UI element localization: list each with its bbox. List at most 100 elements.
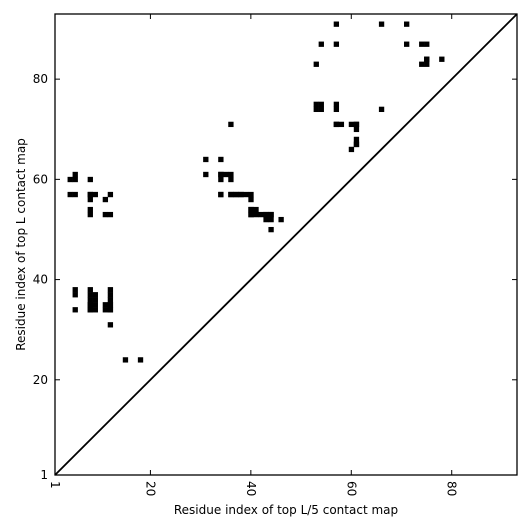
contact-cell — [87, 191, 93, 198]
contact-cell — [203, 171, 209, 178]
y-tick-label: 40 — [33, 273, 48, 287]
contact-cell — [313, 101, 319, 108]
contact-cell — [419, 41, 425, 47]
diagonal-line — [54, 13, 518, 476]
contact-cell — [419, 61, 425, 67]
contact-cell — [87, 307, 93, 313]
contact-cell — [353, 136, 360, 143]
contact-cell — [203, 156, 209, 163]
contact-cell — [102, 307, 109, 313]
axis-ticks: 1 20 40 60 80 1 20 40 60 80 — [33, 14, 517, 496]
contact-cell — [137, 357, 144, 363]
contact-cell — [238, 191, 244, 198]
contact-cell — [87, 302, 93, 308]
contact-cell — [218, 171, 224, 178]
contact-cell — [243, 191, 249, 198]
contact-cell — [67, 191, 73, 198]
contact-cell — [107, 191, 114, 198]
y-tick-label: 20 — [33, 373, 48, 387]
contact-cell — [248, 196, 254, 203]
contact-cell — [218, 156, 224, 163]
contact-cell — [333, 101, 340, 108]
y-tick-label: 80 — [33, 72, 48, 86]
contact-cell — [439, 56, 445, 62]
contact-cell — [87, 292, 93, 298]
contact-cell — [223, 171, 229, 178]
contact-cell — [313, 106, 319, 113]
contact-cell — [107, 287, 114, 293]
contact-cell — [333, 41, 340, 47]
contact-cell — [107, 307, 114, 313]
contact-cell — [228, 171, 234, 178]
contact-cell — [107, 302, 114, 308]
y-tick-label: 1 — [40, 468, 48, 482]
contact-cell — [107, 211, 114, 218]
plot-frame — [54, 13, 518, 476]
contact-cell — [87, 196, 93, 203]
contact-cell — [92, 302, 98, 308]
contact-cell — [378, 106, 385, 113]
contact-cell — [72, 307, 78, 313]
contact-cell — [87, 297, 93, 303]
contact-cell — [268, 216, 274, 223]
contact-cell — [333, 106, 340, 113]
contact-cell — [72, 292, 78, 298]
contact-cell — [72, 171, 78, 178]
contact-cell — [348, 146, 355, 153]
x-tick-label: 80 — [445, 481, 459, 496]
contact-cell — [424, 56, 430, 62]
contact-cell — [102, 302, 109, 308]
contact-cell — [228, 121, 234, 128]
contact-cell — [258, 211, 264, 218]
contact-cell — [318, 106, 324, 113]
contact-cell — [107, 297, 114, 303]
contact-cell — [313, 61, 319, 67]
y-axis-label: Residue index of top L contact map — [14, 138, 28, 351]
contact-cell — [92, 307, 98, 313]
y-tick-label: 60 — [33, 172, 48, 186]
contact-cell — [92, 297, 98, 303]
contact-cell — [102, 211, 109, 218]
contact-cell — [228, 191, 234, 198]
contact-cells — [67, 21, 445, 363]
contact-cell — [353, 126, 360, 133]
contact-cell — [404, 21, 410, 27]
x-tick-label: 20 — [143, 481, 157, 496]
contact-cell — [67, 176, 73, 183]
contact-cell — [87, 211, 93, 218]
x-axis-label: Residue index of top L/5 contact map — [174, 503, 398, 517]
contact-cell — [338, 121, 345, 128]
contact-cell — [268, 226, 274, 233]
contact-cell — [253, 211, 259, 218]
contact-cell — [102, 196, 109, 203]
contact-cell — [72, 176, 78, 183]
contact-cell — [353, 121, 360, 128]
contact-cell — [72, 287, 78, 293]
contact-cell — [268, 211, 274, 218]
contact-cell — [72, 191, 78, 198]
contact-cell — [107, 322, 114, 328]
contact-cell — [404, 41, 410, 47]
contact-cell — [424, 41, 430, 47]
contact-cell — [248, 211, 254, 218]
x-tick-label: 60 — [344, 481, 358, 496]
x-tick-label: 1 — [48, 481, 62, 489]
contact-cell — [318, 101, 324, 108]
contact-cell — [218, 191, 224, 198]
contact-cell — [228, 176, 234, 183]
contact-cell — [263, 216, 269, 223]
contact-cell — [87, 206, 93, 213]
contact-cell — [333, 21, 340, 27]
contact-cell — [92, 191, 98, 198]
contact-cell — [87, 287, 93, 293]
contact-cell — [333, 121, 340, 128]
contact-cell — [378, 21, 385, 27]
contact-cell — [248, 191, 254, 198]
contact-cell — [348, 121, 355, 128]
contact-cell — [318, 41, 324, 47]
contact-cell — [248, 206, 254, 213]
contact-cell — [107, 292, 114, 298]
contact-cell — [424, 61, 430, 67]
contact-cell — [253, 206, 259, 213]
